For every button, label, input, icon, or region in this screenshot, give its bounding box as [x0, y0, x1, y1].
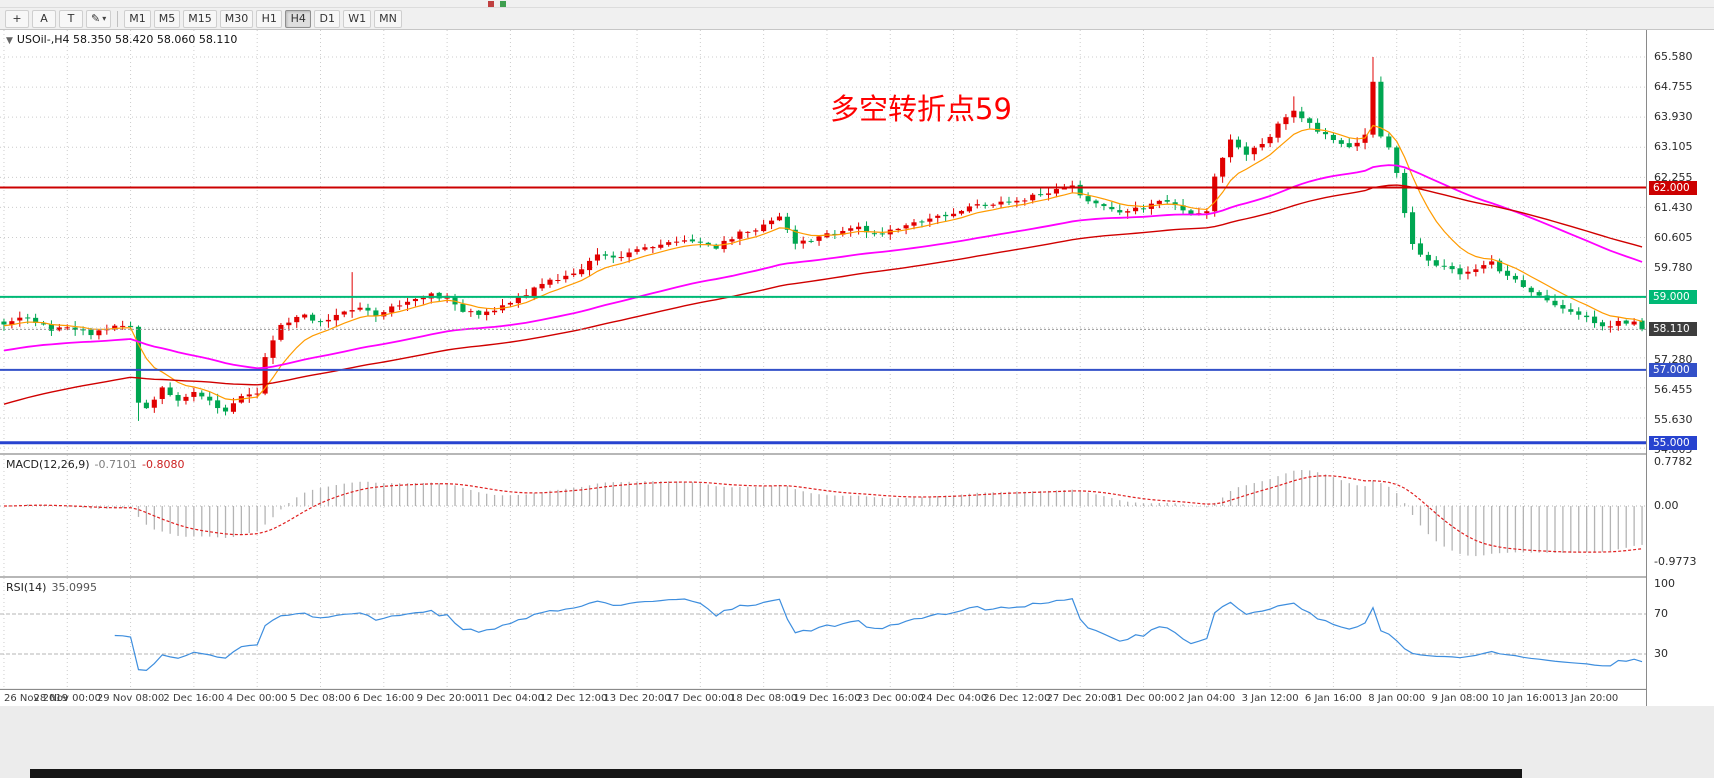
- timeframe-w1-button[interactable]: W1: [343, 9, 372, 28]
- rsi-header: RSI(14) 35.0995: [6, 581, 97, 594]
- price-axis-label: 65.580: [1654, 49, 1693, 63]
- time-axis-label: 19 Dec 16:00: [793, 693, 861, 704]
- price-axis-label: 57.280: [1654, 352, 1693, 366]
- time-axis-label: 6 Jan 16:00: [1304, 693, 1362, 704]
- time-axis-label: 23 Dec 00:00: [856, 693, 924, 704]
- macd-header: MACD(12,26,9) -0.7101 -0.8080: [6, 458, 184, 471]
- window-bottom-area: [0, 706, 1714, 778]
- price-axis-label: 61.430: [1654, 201, 1693, 215]
- time-axis-label: 12 Dec 12:00: [540, 693, 608, 704]
- time-axis-label: 9 Jan 08:00: [1431, 693, 1489, 704]
- crosshair-tool-button[interactable]: +: [5, 9, 29, 28]
- toolbar-fragment-icon: [500, 1, 506, 7]
- time-axis-label: 29 Nov 08:00: [96, 693, 165, 704]
- macd-axis-label: 0.00: [1654, 499, 1679, 512]
- time-axis-label: 11 Dec 04:00: [476, 693, 545, 704]
- time-axis: 26 Nov 2019 28 Nov 00:00 29 Nov 08:00 2 Dec…: [0, 689, 1646, 706]
- time-axis-label: 9 Dec 20:00: [416, 693, 478, 704]
- text-tool-button[interactable]: A: [32, 9, 56, 28]
- timeframe-m30-button[interactable]: M30: [219, 9, 254, 28]
- rsi-canvas[interactable]: [0, 578, 1646, 688]
- time-axis-label: 3 Jan 12:00: [1241, 693, 1299, 704]
- timeframe-h4-button[interactable]: H4: [285, 9, 312, 28]
- price-axis-badge: 62.000: [1649, 180, 1697, 195]
- time-axis-label: 13 Jan 20:00: [1554, 693, 1619, 704]
- price-axis-label: 63.930: [1654, 110, 1693, 124]
- time-axis-label: 26 Dec 12:00: [983, 693, 1051, 704]
- one-click-trading-arrow[interactable]: ▼: [6, 36, 13, 46]
- time-axis-label: 5 Dec 08:00: [290, 693, 351, 704]
- time-axis-label: 2 Dec 16:00: [163, 693, 225, 704]
- price-axis-badge: 58.110: [1649, 322, 1697, 337]
- macd-canvas[interactable]: [0, 455, 1646, 576]
- macd-panel: MACD(12,26,9) -0.7101 -0.8080: [0, 455, 1646, 576]
- time-axis-label: 18 Dec 08:00: [730, 693, 798, 704]
- rsi-axis-label: 30: [1654, 647, 1668, 660]
- symbol-ohlc-label: ▼ USOil-,H4 58.350 58.420 58.060 58.110: [6, 33, 237, 46]
- rsi-axis-label: 70: [1654, 607, 1668, 620]
- time-axis-label: 2 Jan 04:00: [1178, 693, 1236, 704]
- price-axis-badge: 59.000: [1649, 289, 1697, 304]
- timeframe-m5-button[interactable]: M5: [153, 9, 181, 28]
- time-axis-label: 27 Dec 20:00: [1046, 693, 1114, 704]
- macd-label: MACD(12,26,9): [6, 458, 90, 471]
- time-axis-label: 28 Nov 00:00: [33, 693, 101, 704]
- chart-toolbar: + A T ✎ ▾ M1 M5 M15 M30 H1 H4 D1 W1 MN: [0, 8, 1714, 30]
- time-axis-label: 26 Nov 2019: [4, 693, 69, 704]
- time-axis-label: 13 Dec 20:00: [603, 693, 671, 704]
- price-axis-label: 56.455: [1654, 382, 1693, 396]
- timeframe-group: M1 M5 M15 M30 H1 H4 D1 W1 MN: [124, 9, 402, 28]
- upper-toolbar-fragment: [0, 0, 1714, 8]
- timeframe-mn-button[interactable]: MN: [374, 9, 402, 28]
- toolbar-fragment-icon: [488, 1, 494, 7]
- rsi-axis-label: 100: [1654, 577, 1675, 590]
- price-axis-label: 64.755: [1654, 80, 1693, 94]
- price-chart-canvas[interactable]: [0, 30, 1646, 453]
- rsi-panel: RSI(14) 35.0995: [0, 578, 1646, 688]
- time-axis-label: 24 Dec 04:00: [919, 693, 988, 704]
- macd-value-main: -0.7101: [94, 458, 138, 471]
- rsi-label: RSI(14): [6, 581, 47, 594]
- time-axis-label: 17 Dec 00:00: [666, 693, 734, 704]
- label-tool-button[interactable]: T: [59, 9, 83, 28]
- price-axis-badge: 55.000: [1649, 435, 1697, 450]
- time-axis-label: 10 Jan 16:00: [1491, 693, 1555, 704]
- macd-value-signal: -0.8080: [142, 458, 185, 471]
- price-axis-label: 60.605: [1654, 231, 1693, 245]
- draw-tools-dropdown-button[interactable]: ✎ ▾: [86, 9, 112, 28]
- chevron-down-icon: ▾: [102, 14, 107, 23]
- price-panel: ▼ USOil-,H4 58.350 58.420 58.060 58.110 多…: [0, 30, 1646, 453]
- timeframe-d1-button[interactable]: D1: [314, 9, 341, 28]
- toolbar-separator: [117, 10, 119, 27]
- macd-axis-label: -0.9773: [1654, 554, 1697, 568]
- timeframe-m15-button[interactable]: M15: [183, 9, 217, 28]
- time-axis-label: 31 Dec 00:00: [1109, 693, 1178, 704]
- timeframe-m1-button[interactable]: M1: [124, 9, 151, 28]
- panel-splitter[interactable]: [0, 453, 1646, 455]
- chart-annotation: 多空转折点59: [830, 92, 1012, 126]
- price-axis-badge: 57.000: [1649, 362, 1697, 377]
- price-scale: 65.580 64.755 63.930 63.105 62.255 61.430 60.6…: [1646, 30, 1714, 706]
- symbol-ohlc-text: USOil-,H4 58.350 58.420 58.060 58.110: [16, 33, 238, 46]
- panel-splitter[interactable]: [0, 576, 1646, 578]
- rsi-value: 35.0995: [51, 581, 97, 594]
- drawing-tools-group: + A T ✎ ▾: [5, 9, 112, 28]
- time-axis-label: 6 Dec 16:00: [353, 693, 415, 704]
- price-axis-label: 63.105: [1654, 140, 1693, 154]
- price-axis-label: 55.630: [1654, 412, 1693, 426]
- timeframe-h1-button[interactable]: H1: [256, 9, 283, 28]
- price-axis-label: 59.780: [1654, 261, 1693, 275]
- time-axis-label: 4 Dec 00:00: [226, 693, 288, 704]
- time-axis-label: 8 Jan 00:00: [1368, 693, 1426, 704]
- bottom-dark-bar: [30, 769, 1522, 778]
- macd-axis-label: 0.7782: [1654, 454, 1693, 468]
